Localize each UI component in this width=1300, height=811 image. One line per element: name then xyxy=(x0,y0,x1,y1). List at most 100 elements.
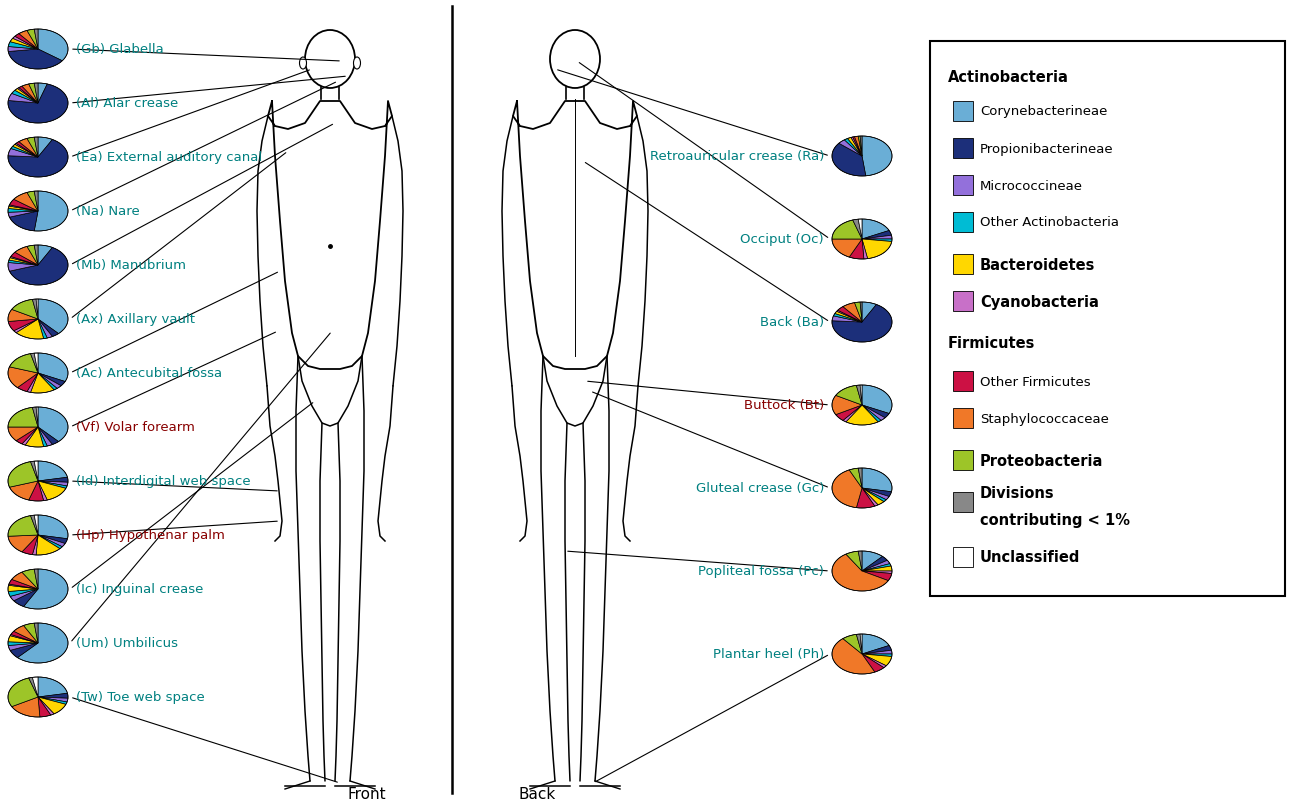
Polygon shape xyxy=(832,305,892,342)
Text: Back: Back xyxy=(519,786,555,801)
Polygon shape xyxy=(10,643,38,658)
Polygon shape xyxy=(862,646,892,654)
Polygon shape xyxy=(36,299,38,320)
Text: (Hp) Hypothenar palm: (Hp) Hypothenar palm xyxy=(75,529,225,542)
Polygon shape xyxy=(8,207,38,212)
Polygon shape xyxy=(12,697,40,717)
Bar xyxy=(953,450,972,470)
Text: (Tw) Toe web space: (Tw) Toe web space xyxy=(75,691,205,704)
Polygon shape xyxy=(862,469,892,492)
Polygon shape xyxy=(38,697,51,717)
Polygon shape xyxy=(22,427,38,445)
Polygon shape xyxy=(36,407,38,427)
Text: (Ax) Axillary vault: (Ax) Axillary vault xyxy=(75,313,195,326)
Polygon shape xyxy=(32,535,38,556)
Polygon shape xyxy=(862,406,885,421)
Polygon shape xyxy=(34,246,38,266)
Polygon shape xyxy=(8,94,38,104)
Polygon shape xyxy=(10,147,38,158)
Text: Cyanobacteria: Cyanobacteria xyxy=(980,294,1098,309)
Polygon shape xyxy=(849,240,864,260)
Polygon shape xyxy=(38,374,61,389)
Polygon shape xyxy=(14,144,38,158)
Polygon shape xyxy=(8,47,38,53)
Polygon shape xyxy=(32,300,38,320)
Ellipse shape xyxy=(354,58,360,70)
Polygon shape xyxy=(38,482,47,501)
Polygon shape xyxy=(862,488,887,502)
Polygon shape xyxy=(38,697,66,714)
Polygon shape xyxy=(862,240,892,260)
Polygon shape xyxy=(836,386,862,406)
Polygon shape xyxy=(30,374,55,393)
Text: Front: Front xyxy=(347,786,386,801)
Polygon shape xyxy=(842,303,862,323)
Polygon shape xyxy=(14,590,38,607)
Polygon shape xyxy=(38,427,47,447)
Polygon shape xyxy=(8,516,38,537)
Polygon shape xyxy=(857,488,875,508)
Polygon shape xyxy=(8,586,38,592)
Text: Retroauricular crease (Ra): Retroauricular crease (Ra) xyxy=(650,150,824,163)
Text: Actinobacteria: Actinobacteria xyxy=(948,70,1069,85)
Polygon shape xyxy=(38,697,68,705)
Polygon shape xyxy=(34,461,38,482)
Polygon shape xyxy=(38,515,68,539)
Bar xyxy=(953,255,972,275)
Polygon shape xyxy=(846,551,862,571)
Text: (Na) Nare: (Na) Nare xyxy=(75,205,140,218)
Polygon shape xyxy=(38,320,52,339)
Polygon shape xyxy=(29,677,38,697)
Polygon shape xyxy=(34,191,68,232)
Text: Bacteroidetes: Bacteroidetes xyxy=(980,257,1096,272)
Polygon shape xyxy=(34,138,38,158)
Polygon shape xyxy=(38,374,57,390)
Polygon shape xyxy=(38,427,58,445)
Polygon shape xyxy=(848,138,862,157)
Text: Other Firmicutes: Other Firmicutes xyxy=(980,375,1091,388)
Text: (Um) Umbilicus: (Um) Umbilicus xyxy=(75,637,178,650)
Polygon shape xyxy=(8,427,38,441)
Polygon shape xyxy=(862,654,884,672)
Polygon shape xyxy=(13,37,38,50)
Polygon shape xyxy=(27,30,38,50)
Polygon shape xyxy=(862,654,892,657)
FancyBboxPatch shape xyxy=(930,42,1284,596)
Polygon shape xyxy=(862,236,892,240)
Ellipse shape xyxy=(306,31,355,89)
Polygon shape xyxy=(832,221,862,240)
Polygon shape xyxy=(8,320,38,332)
Polygon shape xyxy=(832,316,862,323)
Polygon shape xyxy=(12,91,38,104)
Text: Occiput (Oc): Occiput (Oc) xyxy=(741,234,824,247)
Ellipse shape xyxy=(550,31,601,89)
Polygon shape xyxy=(38,677,68,697)
Polygon shape xyxy=(862,571,892,581)
Text: Proteobacteria: Proteobacteria xyxy=(980,453,1104,468)
Polygon shape xyxy=(10,257,38,266)
Polygon shape xyxy=(862,488,889,500)
Polygon shape xyxy=(862,240,867,260)
Polygon shape xyxy=(832,240,862,258)
Polygon shape xyxy=(853,137,862,157)
Polygon shape xyxy=(862,654,887,668)
Polygon shape xyxy=(854,303,862,323)
Polygon shape xyxy=(8,260,38,266)
Polygon shape xyxy=(27,374,38,393)
Bar xyxy=(953,371,972,392)
Polygon shape xyxy=(862,385,892,414)
Polygon shape xyxy=(22,85,38,104)
Text: Firmicutes: Firmicutes xyxy=(948,336,1035,351)
Polygon shape xyxy=(34,515,38,535)
Polygon shape xyxy=(858,137,862,157)
Polygon shape xyxy=(10,635,38,643)
Polygon shape xyxy=(862,556,888,571)
Polygon shape xyxy=(38,482,68,487)
Polygon shape xyxy=(29,84,38,104)
Polygon shape xyxy=(16,427,38,444)
Polygon shape xyxy=(9,354,38,374)
Text: Corynebacterineae: Corynebacterineae xyxy=(980,105,1108,118)
Text: contributing < 1%: contributing < 1% xyxy=(980,513,1130,528)
Polygon shape xyxy=(832,396,862,415)
Polygon shape xyxy=(30,461,38,482)
